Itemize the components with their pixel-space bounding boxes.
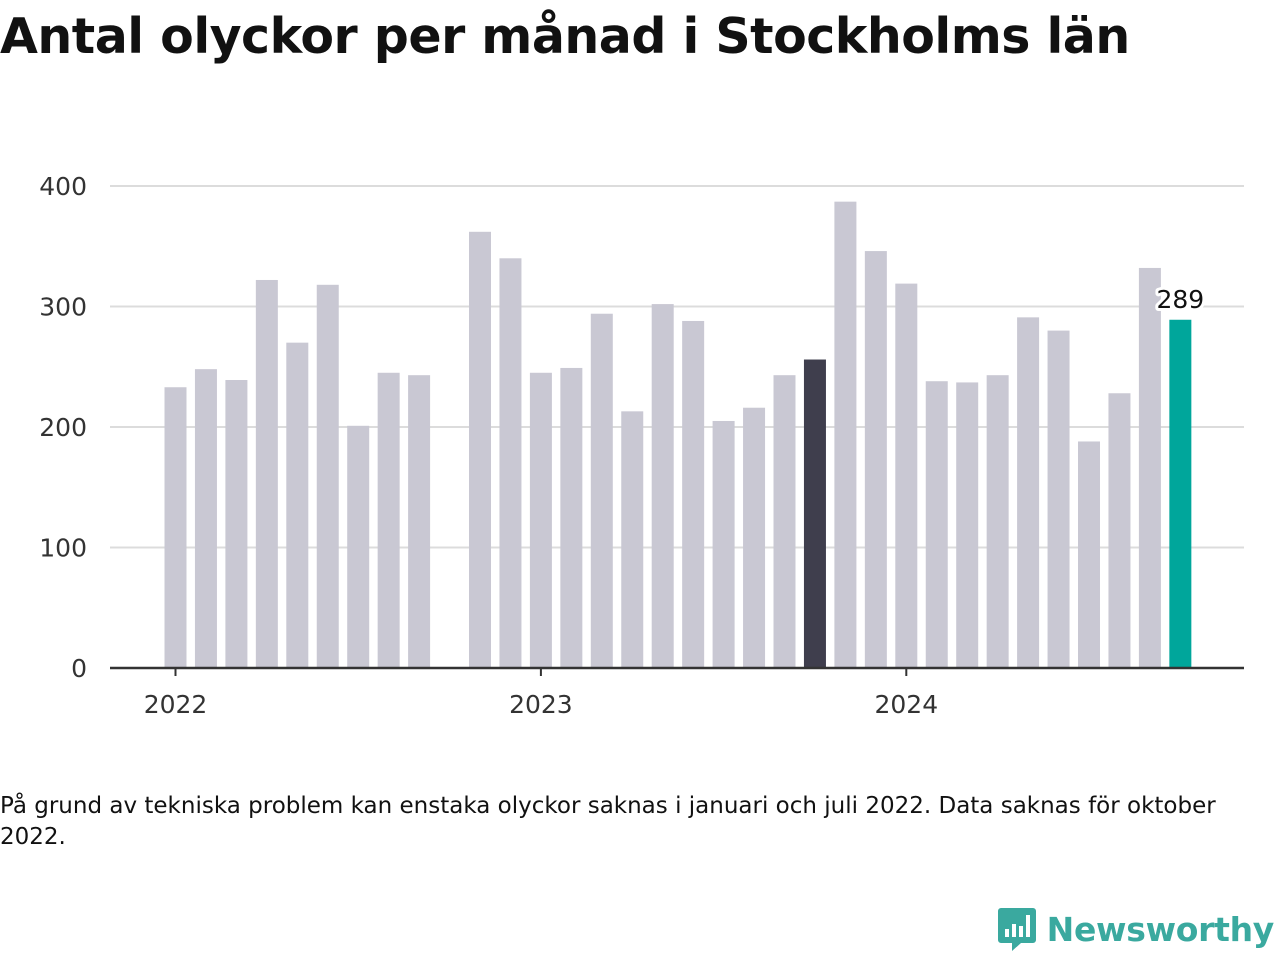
bar-2023-09 <box>773 375 796 668</box>
bar-2024-05 <box>1017 317 1040 668</box>
y-tick-label: 300 <box>39 293 87 322</box>
chart-title: Antal olyckor per månad i Stockholms län <box>0 8 1130 65</box>
bar-2024-02 <box>925 381 948 668</box>
bar-2022-09 <box>408 375 431 668</box>
bar-2022-03 <box>225 380 248 668</box>
bar-2023-05 <box>651 304 674 668</box>
bar-2024-10 <box>1169 319 1192 668</box>
x-tick-label: 2024 <box>874 690 938 719</box>
bar-2022-06 <box>316 284 339 668</box>
bar-2023-08 <box>743 407 766 668</box>
bar-2024-04 <box>986 375 1009 668</box>
footnote: På grund av tekniska problem kan enstaka… <box>0 793 1216 850</box>
bar-2023-10 <box>803 359 826 668</box>
x-tick-label: 2022 <box>144 690 208 719</box>
labels: 0 100 200 300 400 289 2022 2023 2024 <box>39 172 1207 719</box>
bar-2023-07 <box>712 420 735 668</box>
x-axis <box>110 666 1244 676</box>
y-tick-label: 100 <box>39 534 87 563</box>
x-tick-label: 2023 <box>509 690 573 719</box>
bar-2024-08 <box>1108 393 1131 668</box>
bar-2023-03 <box>590 313 613 668</box>
y-tick-label: 0 <box>71 654 87 683</box>
bar-2024-01 <box>895 283 918 668</box>
bar-2022-08 <box>377 372 400 668</box>
bar-2023-01 <box>529 372 552 668</box>
bar-2023-02 <box>560 367 583 668</box>
bar-2023-12 <box>864 251 887 668</box>
bars <box>164 201 1192 668</box>
y-tick-label: 400 <box>39 172 87 201</box>
brand-name: Newsworthy <box>1046 909 1275 949</box>
bar-2022-04 <box>255 279 278 668</box>
y-tick-label: 200 <box>39 413 87 442</box>
bar-chart: 0 100 200 300 400 289 2022 2023 2024 <box>39 172 1244 719</box>
bar-2022-05 <box>286 342 309 668</box>
bar-2022-12 <box>499 258 522 668</box>
bar-2022-01 <box>164 387 187 668</box>
brand-logo[interactable]: Newsworthy <box>997 904 1274 954</box>
bar-2023-11 <box>834 201 857 668</box>
data-label: 289 <box>1156 285 1204 314</box>
bar-chart-bubble-icon <box>997 908 1036 951</box>
bar-2024-07 <box>1078 441 1100 668</box>
bar-2024-03 <box>956 382 979 668</box>
bar-2023-04 <box>621 411 644 668</box>
gridlines <box>110 185 1244 549</box>
bar-2024-09 <box>1138 267 1161 668</box>
bar-2023-06 <box>682 320 705 668</box>
bar-2022-11 <box>469 231 491 668</box>
bar-2022-02 <box>194 369 217 668</box>
bar-2022-07 <box>347 425 370 668</box>
bar-2024-06 <box>1047 330 1070 668</box>
